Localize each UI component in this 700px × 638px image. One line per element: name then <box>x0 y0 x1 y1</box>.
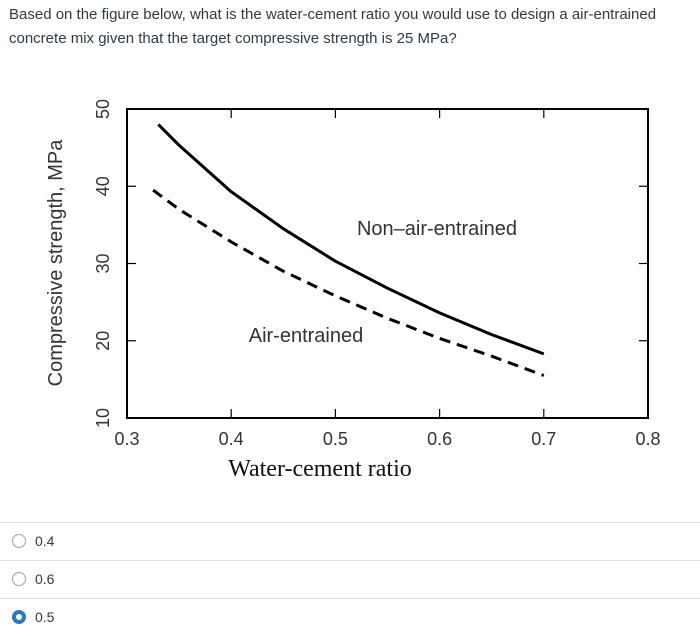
answer-option-0[interactable]: 0.4 <box>0 522 700 560</box>
series-line-non-air-entrained <box>157 123 545 356</box>
radio-button[interactable] <box>12 534 26 548</box>
radio-button[interactable] <box>12 572 26 586</box>
y-tick-label: 40 <box>93 176 113 196</box>
x-axis-title: Water-cement ratio <box>228 456 411 482</box>
series-label-non-air-entrained: Non–air-entrained <box>357 218 517 240</box>
chart-series <box>152 123 545 377</box>
series-label-air-entrained: Air-entrained <box>249 325 364 347</box>
answer-label: 0.6 <box>35 571 55 587</box>
x-tick-label: 0.3 <box>114 429 139 449</box>
answer-list: 0.4 0.6 0.5 <box>0 522 700 636</box>
answer-label: 0.5 <box>35 609 55 625</box>
x-tick-label: 0.4 <box>219 429 244 449</box>
x-tick-label: 0.5 <box>323 429 348 449</box>
series-line-air-entrained <box>152 188 545 377</box>
plot-frame <box>126 108 649 419</box>
answer-label: 0.4 <box>35 533 55 549</box>
y-axis-title: Compressive strength, MPa <box>45 139 67 387</box>
question-text: Based on the figure below, what is the w… <box>9 6 657 47</box>
y-tick-label: 50 <box>93 99 113 119</box>
x-tick-label: 0.8 <box>635 429 660 449</box>
chart-ticks <box>127 109 648 418</box>
x-tick-label: 0.6 <box>427 429 452 449</box>
strength-chart: 0.3 0.4 0.5 0.6 0.7 0.8 10 20 30 40 50 Non–air-ent… <box>45 99 661 482</box>
y-tick-label: 20 <box>93 331 113 351</box>
radio-button[interactable] <box>12 610 26 624</box>
answer-option-2[interactable]: 0.5 <box>0 598 700 636</box>
y-tick-label: 30 <box>93 253 113 273</box>
y-tick-label: 10 <box>93 408 113 428</box>
chart-tick-labels: 0.3 0.4 0.5 0.6 0.7 0.8 10 20 30 40 50 <box>93 99 661 449</box>
answer-option-1[interactable]: 0.6 <box>0 560 700 598</box>
x-tick-label: 0.7 <box>531 429 556 449</box>
